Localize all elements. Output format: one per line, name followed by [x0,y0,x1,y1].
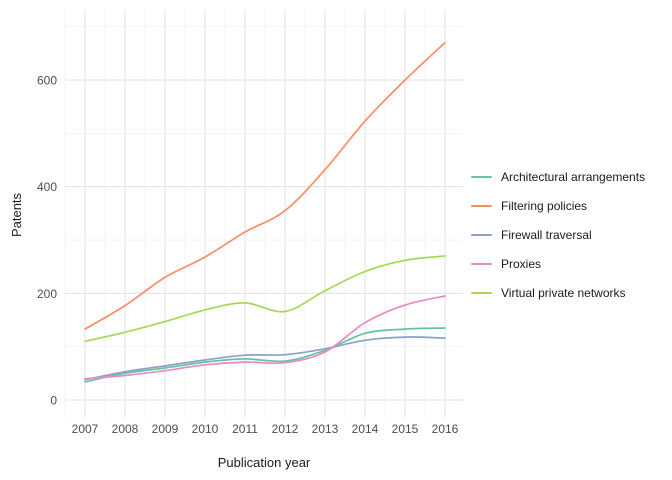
y-tick-label: 600 [37,74,57,88]
y-tick-label: 200 [37,287,57,301]
legend-label: Architectural arrangements [501,169,646,184]
series-line-virtual-private-networks [84,255,446,343]
x-tick-label: 2007 [72,422,99,436]
series-line-architectural-arrangements [84,327,446,383]
legend-key-line [471,175,492,178]
legend-label: Virtual private networks [501,285,626,300]
series-line-firewall-traversal [84,336,446,381]
legend-label: Filtering policies [501,198,588,213]
legend-key-line [471,262,492,265]
y-axis-title: Patents [9,192,24,238]
legend-label: Proxies [501,256,542,271]
series-line-proxies [84,295,446,380]
x-tick-label: 2011 [232,422,258,436]
legend-label: Firewall traversal [501,227,592,242]
legend-item: Proxies [471,249,645,278]
x-tick-label: 2015 [392,422,419,436]
x-tick-label: 2016 [432,422,459,436]
y-tick-label: 0 [50,394,57,408]
series-line-filtering-policies [84,41,446,330]
legend-item: Virtual private networks [471,278,645,307]
legend-item: Architectural arrangements [471,162,645,191]
legend-item: Filtering policies [471,191,645,220]
x-tick-label: 2012 [272,422,299,436]
legend-key-line [471,233,492,236]
x-tick-label: 2009 [152,422,179,436]
legend-key-line [471,204,492,207]
x-tick-label: 2008 [112,422,139,436]
x-tick-label: 2013 [312,422,339,436]
legend-item: Firewall traversal [471,220,645,249]
legend-key-line [471,291,492,294]
x-axis-title: Publication year [217,455,311,470]
legend: Architectural arrangements Filtering poli… [471,162,645,307]
y-tick-label: 400 [37,180,57,194]
x-tick-label: 2010 [192,422,219,436]
x-tick-label: 2014 [352,422,379,436]
